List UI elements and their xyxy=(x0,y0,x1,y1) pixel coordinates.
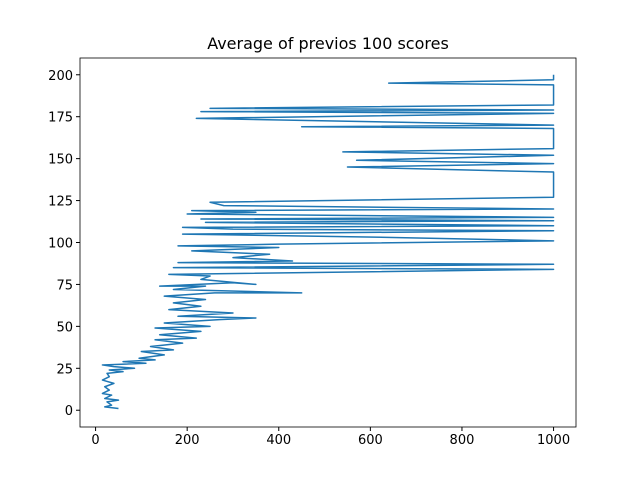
y-tick-label: 75 xyxy=(56,278,73,293)
x-tick-label: 200 xyxy=(175,433,200,448)
y-tick-label: 125 xyxy=(48,195,73,210)
axes-frame xyxy=(79,57,577,428)
x-tick-label: 0 xyxy=(91,433,99,448)
y-tick-label: 150 xyxy=(48,153,73,168)
y-tick-label: 100 xyxy=(48,237,73,252)
chart-title: Average of previos 100 scores xyxy=(207,34,449,53)
x-tick-label: 800 xyxy=(450,433,475,448)
y-tick-label: 200 xyxy=(48,69,73,84)
data-line xyxy=(101,74,555,410)
x-tick-label: 1000 xyxy=(537,433,570,448)
y-tick-label: 0 xyxy=(65,404,73,419)
y-tick-label: 25 xyxy=(56,362,73,377)
y-tick-label: 50 xyxy=(56,320,73,335)
x-tick-label: 600 xyxy=(358,433,383,448)
y-tick-label: 175 xyxy=(48,111,73,126)
x-tick-label: 400 xyxy=(266,433,291,448)
